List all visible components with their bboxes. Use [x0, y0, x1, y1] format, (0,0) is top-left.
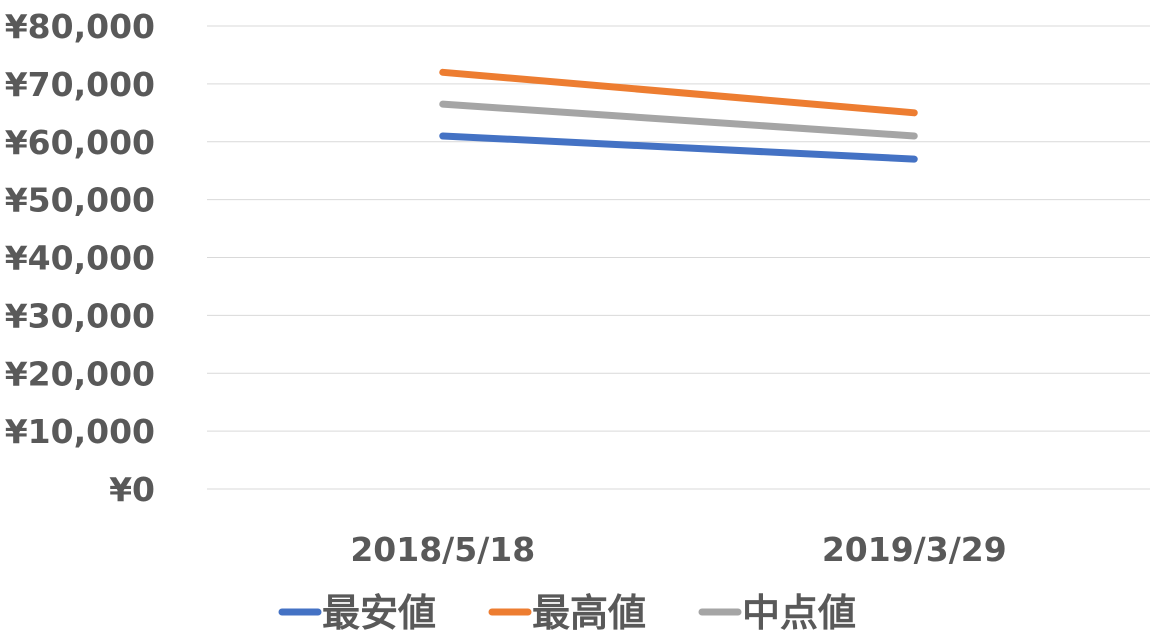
- y-tick-label: ¥30,000: [5, 296, 155, 335]
- y-tick-label: ¥50,000: [5, 181, 155, 220]
- legend-item: 最高値: [488, 591, 646, 635]
- legend-item: 中点値: [698, 591, 856, 635]
- x-axis-tick-labels: 2018/5/18 2019/3/29: [350, 530, 1006, 569]
- y-tick-label: ¥20,000: [5, 354, 155, 393]
- legend-label: 中点値: [742, 591, 856, 635]
- y-tick-label: ¥40,000: [5, 239, 155, 278]
- x-tick-label: 2019/3/29: [822, 530, 1007, 569]
- gridlines: [207, 25, 1150, 490]
- y-tick-label: ¥80,000: [5, 7, 155, 46]
- legend: 最安値 最高値 中点値: [278, 591, 856, 635]
- legend-label: 最安値: [322, 591, 436, 635]
- legend-label: 最高値: [532, 591, 646, 635]
- series-line-2: [439, 68, 918, 117]
- x-tick-label: 2018/5/18: [350, 530, 535, 569]
- series-line-1: [439, 132, 918, 163]
- series-line-3: [439, 100, 918, 140]
- y-tick-label: ¥10,000: [5, 412, 155, 451]
- y-tick-label: ¥0: [109, 470, 155, 509]
- legend-item: 最安値: [278, 591, 436, 635]
- series-lines: [439, 68, 918, 163]
- y-tick-label: ¥70,000: [5, 65, 155, 104]
- y-axis-tick-labels: ¥0 ¥10,000 ¥20,000 ¥30,000 ¥40,000 ¥50,000 ¥60…: [5, 7, 155, 509]
- y-tick-label: ¥60,000: [5, 123, 155, 162]
